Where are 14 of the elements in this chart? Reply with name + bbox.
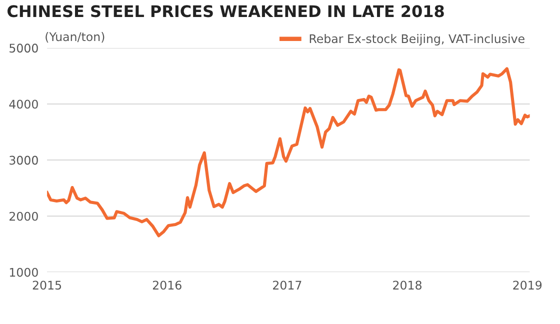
y-tick-label: 5000 <box>10 44 38 53</box>
y-tick-label: 4000 <box>9 100 38 109</box>
y-tick-label: 3000 <box>10 156 38 165</box>
y-tick-label: 2000 <box>10 212 38 221</box>
x-tick-label: 2017 <box>273 280 302 290</box>
x-tick-label: 2019 <box>513 280 542 290</box>
chart-title: CHINESE STEEL PRICES WEAKENED IN LATE 2018 <box>8 5 444 18</box>
y-tick-label: 1000 <box>10 268 38 277</box>
x-tick-label: 2018 <box>393 280 422 290</box>
y-axis-title: (Yuan/ton) <box>46 32 104 43</box>
x-tick-label: 2016 <box>152 280 182 290</box>
x-tick-label: 2015 <box>32 280 62 290</box>
legend-label: Rebar Ex-stock Beijing, VAT-inclusive <box>310 34 524 46</box>
line-series <box>47 67 530 238</box>
